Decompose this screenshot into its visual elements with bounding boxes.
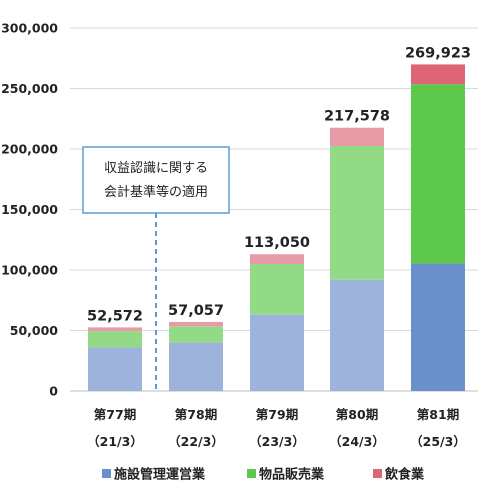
bar-segment-food bbox=[250, 254, 304, 264]
annotation-line: 収益認識に関する bbox=[104, 160, 208, 176]
legend-swatch bbox=[247, 469, 256, 478]
bar-segment-goods bbox=[250, 263, 304, 315]
annotation-box bbox=[82, 146, 230, 214]
y-tick-label: 100,000 bbox=[1, 263, 58, 278]
y-axis-tick-labels: 0 50,000 100,000 150,000 200,000 250,000 300,0… bbox=[1, 21, 58, 399]
bar-segment-facility bbox=[250, 314, 304, 391]
x-category-label: 第81期 bbox=[417, 407, 459, 422]
y-tick-label: 150,000 bbox=[1, 202, 58, 217]
bar-segment-facility bbox=[88, 347, 142, 391]
y-tick-label: 250,000 bbox=[1, 81, 58, 96]
x-category-label: 第79期 bbox=[256, 407, 298, 422]
x-category-label: 第77期 bbox=[94, 407, 136, 422]
legend-label: 飲食業 bbox=[384, 467, 425, 483]
x-axis-labels: 第77期 （21/3） 第78期 （22/3） 第79期 （23/3） 第80期 （24/3）… bbox=[87, 407, 466, 449]
x-category-label: 第80期 bbox=[336, 407, 378, 422]
bar-segment-facility bbox=[411, 263, 465, 391]
bar-segment-goods bbox=[169, 326, 223, 343]
x-category-label: 第78期 bbox=[175, 407, 217, 422]
y-tick-label: 300,000 bbox=[1, 21, 58, 36]
x-category-sublabel: （21/3） bbox=[87, 434, 143, 449]
bar-segment-facility bbox=[169, 342, 223, 391]
x-category-sublabel: （22/3） bbox=[168, 434, 224, 449]
legend-label: 施設管理運営業 bbox=[114, 467, 206, 483]
x-category-sublabel: （24/3） bbox=[329, 434, 385, 449]
total-labels: 52,572 57,057 113,050 217,578 269,923 bbox=[87, 45, 471, 324]
bars bbox=[88, 64, 465, 391]
bar-segment-food bbox=[88, 327, 142, 332]
x-category-sublabel: （23/3） bbox=[249, 434, 305, 449]
legend-swatch bbox=[102, 469, 111, 478]
bar-segment-goods bbox=[88, 331, 142, 348]
bar-segment-facility bbox=[330, 279, 384, 391]
total-label: 57,057 bbox=[168, 303, 224, 319]
total-label: 269,923 bbox=[405, 45, 471, 61]
legend-label: 物品販売業 bbox=[259, 467, 325, 483]
bar-segment-food bbox=[169, 321, 223, 327]
legend-swatch bbox=[373, 469, 382, 478]
bar-segment-goods bbox=[330, 145, 384, 280]
annotation-line: 会計基準等の適用 bbox=[104, 184, 208, 200]
total-label: 52,572 bbox=[87, 308, 143, 324]
total-label: 217,578 bbox=[324, 109, 390, 125]
y-tick-label: 200,000 bbox=[1, 142, 58, 157]
legend: 施設管理運営業 物品販売業 飲食業 bbox=[102, 467, 425, 483]
y-tick-label: 50,000 bbox=[10, 323, 59, 338]
bar-segment-food bbox=[330, 127, 384, 146]
total-label: 113,050 bbox=[244, 235, 310, 251]
x-category-sublabel: （25/3） bbox=[410, 434, 466, 449]
bar-segment-goods bbox=[411, 84, 465, 264]
y-tick-label: 0 bbox=[49, 384, 58, 399]
bar-segment-food bbox=[411, 64, 465, 85]
